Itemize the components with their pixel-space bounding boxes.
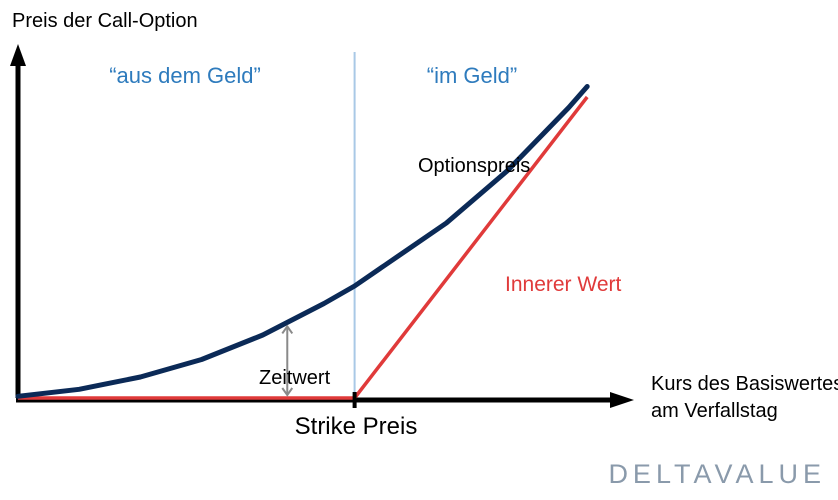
x-axis-title-line1: Kurs des Basiswertes <box>651 373 838 395</box>
series-innerer-wert-line <box>18 95 589 400</box>
zeitwert-label: Zeitwert <box>259 367 331 389</box>
series-label-optionspreis: Optionspreis <box>418 155 530 177</box>
zeitwert-double-arrow <box>281 324 294 397</box>
y-axis-arrow <box>10 44 26 66</box>
series-optionspreis-line <box>15 84 590 399</box>
deltavalue-logo: DELTAVALUE <box>608 459 826 489</box>
series-label-innerer-wert: Innerer Wert <box>505 273 621 296</box>
x-axis-title-line2: am Verfallstag <box>651 400 778 422</box>
region-label-in-money: “im Geld” <box>427 63 517 88</box>
y-axis-title: Preis der Call-Option <box>12 10 198 32</box>
strike-price-label: Strike Preis <box>295 413 418 440</box>
x-axis-arrow <box>610 392 634 408</box>
region-label-out-of-money: “aus dem Geld” <box>109 63 261 88</box>
